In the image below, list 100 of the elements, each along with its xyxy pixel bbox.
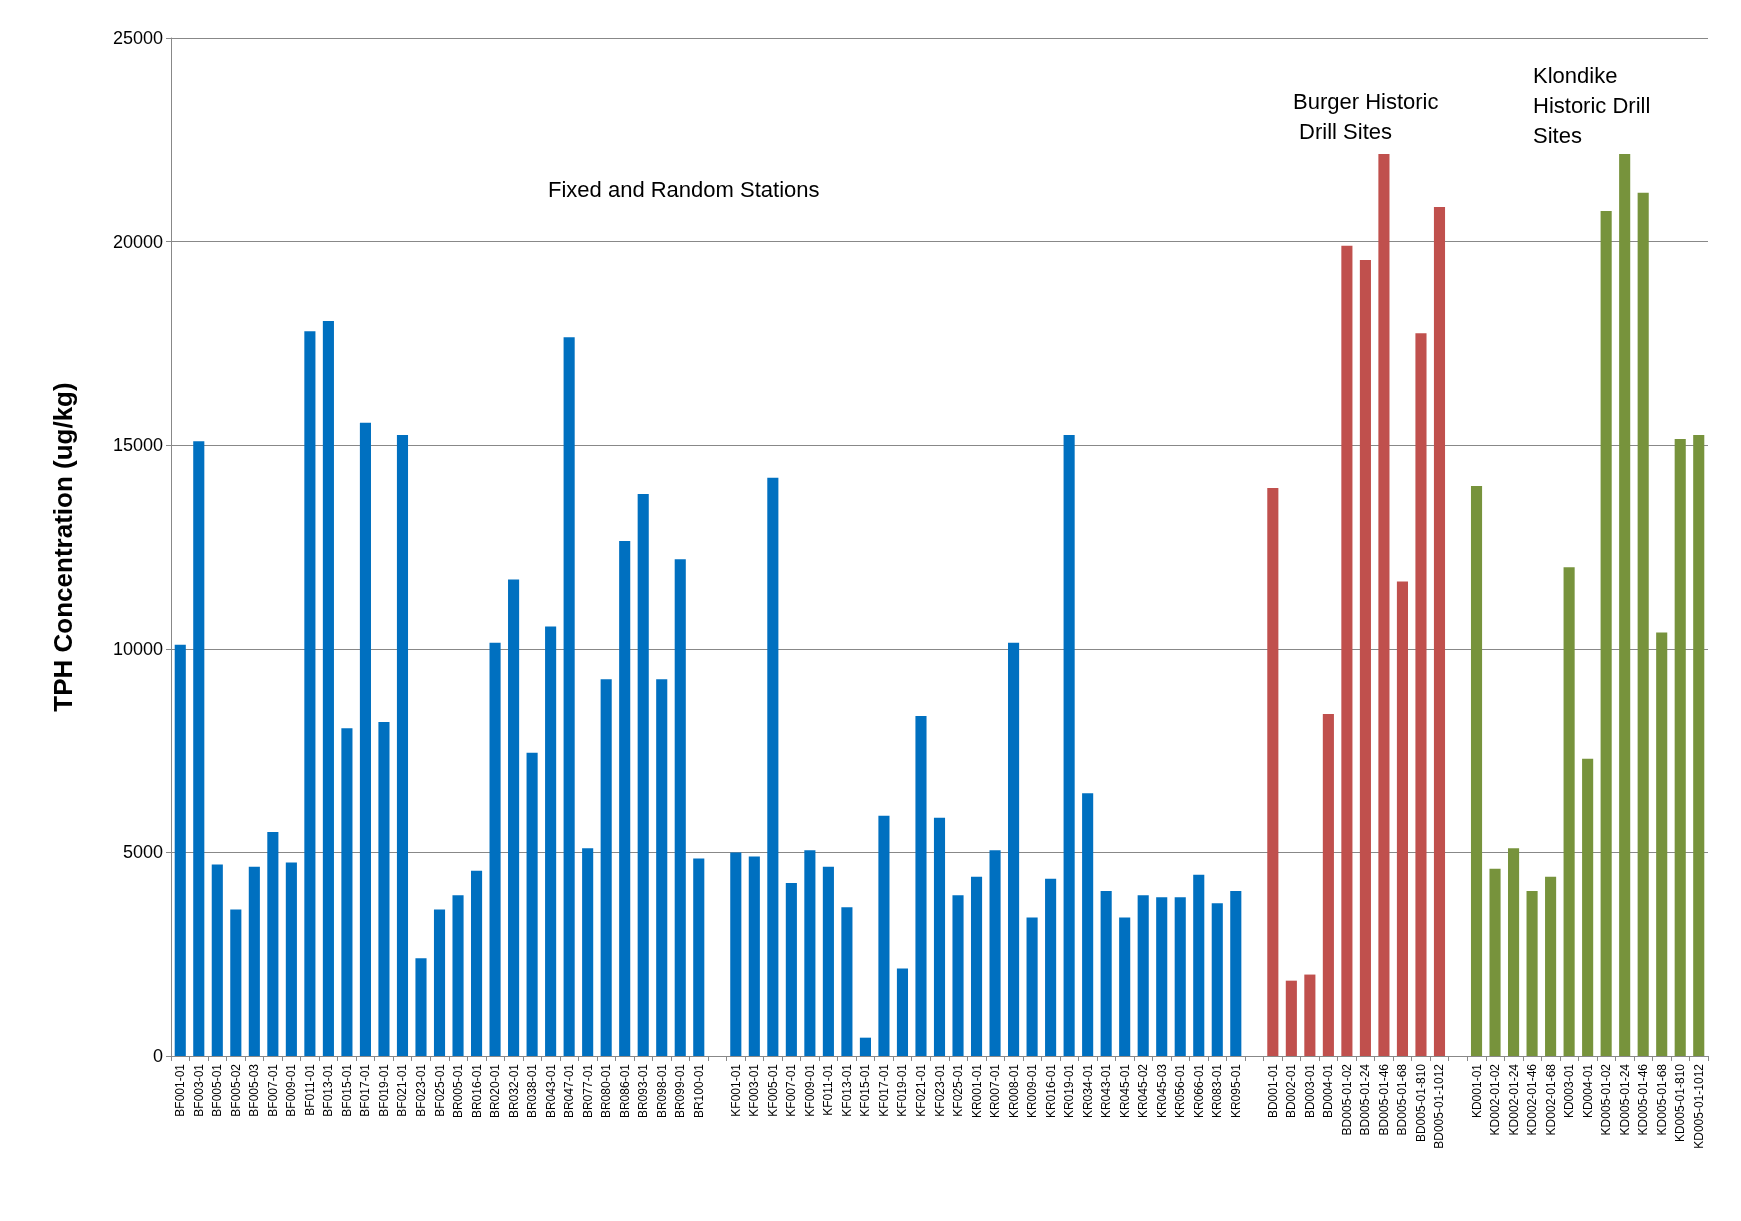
x-tick-label: BR032-01 xyxy=(506,1063,521,1119)
x-tick-label: KF023-01 xyxy=(932,1063,947,1117)
bar xyxy=(878,815,890,1056)
x-tick-label: BD002-01 xyxy=(1284,1063,1299,1119)
bar xyxy=(1619,154,1631,1056)
x-tick-label: BD005-01-1012 xyxy=(1432,1063,1447,1149)
x-tick-label: BR098-01 xyxy=(654,1063,669,1119)
bar xyxy=(1526,891,1538,1056)
bar xyxy=(989,850,1001,1056)
bar xyxy=(1322,713,1334,1056)
x-tick-label: KF011-01 xyxy=(821,1063,836,1116)
bar xyxy=(1063,435,1075,1056)
bar xyxy=(304,331,316,1056)
bar xyxy=(1100,891,1112,1056)
x-tick-label: KD005-01-68 xyxy=(1654,1063,1669,1136)
bar xyxy=(452,895,464,1056)
x-tick-label: KR056-01 xyxy=(1173,1063,1188,1119)
x-tick-label: BR080-01 xyxy=(599,1063,614,1119)
y-tick-label: 10000 xyxy=(112,638,163,659)
x-tick-label: KD002-01-24 xyxy=(1506,1063,1521,1136)
bar xyxy=(1489,868,1501,1056)
x-tick-label: KR009-01 xyxy=(1025,1063,1040,1119)
x-tick-label: BF019-01 xyxy=(376,1063,391,1117)
bar xyxy=(822,866,834,1056)
bar xyxy=(1082,793,1094,1056)
bar xyxy=(396,435,409,1056)
x-tick-label: BD003-01 xyxy=(1302,1063,1317,1119)
x-tick-label: BD004-01 xyxy=(1321,1063,1336,1119)
bar xyxy=(656,679,668,1056)
bar xyxy=(563,337,575,1056)
x-tick-label: BF005-03 xyxy=(247,1063,262,1117)
x-tick-label: BF007-01 xyxy=(265,1063,280,1117)
annotation: Klondike Historic Drill Sites xyxy=(1533,62,1657,148)
x-tick-label: BF001-01 xyxy=(173,1063,188,1117)
x-tick-label: BR077-01 xyxy=(580,1063,595,1119)
bar xyxy=(1433,206,1446,1056)
bar xyxy=(322,321,334,1056)
bar xyxy=(230,909,242,1056)
bar xyxy=(267,832,279,1056)
bar xyxy=(174,644,186,1056)
x-tick-label: BR047-01 xyxy=(562,1063,577,1119)
x-tick-label: BF005-02 xyxy=(228,1063,243,1117)
bar xyxy=(1378,154,1390,1056)
x-tick-label: KF005-01 xyxy=(765,1063,780,1117)
bar xyxy=(1137,895,1149,1056)
y-tick-label: 25000 xyxy=(112,28,163,48)
bar xyxy=(1545,876,1557,1056)
x-tick-label: KF013-01 xyxy=(839,1063,854,1117)
bar xyxy=(896,968,909,1056)
x-tick-label: KR045-02 xyxy=(1136,1063,1151,1119)
x-tick-label: KR016-01 xyxy=(1043,1063,1058,1119)
x-tick-label: KR095-01 xyxy=(1228,1063,1243,1119)
x-tick-label: KR045-01 xyxy=(1117,1063,1132,1119)
bar xyxy=(1174,897,1186,1056)
bar xyxy=(600,679,612,1056)
y-tick-label: 20000 xyxy=(112,231,163,252)
x-tick-label: KF003-01 xyxy=(747,1063,762,1117)
x-tick-label: BF003-01 xyxy=(191,1063,206,1117)
bar xyxy=(1637,192,1649,1056)
bar xyxy=(1582,758,1594,1056)
x-tick-label: BD005-01-02 xyxy=(1339,1063,1354,1136)
x-tick-label: BF009-01 xyxy=(284,1063,299,1117)
bar xyxy=(674,559,686,1056)
x-tick-label: KF015-01 xyxy=(858,1063,873,1117)
bar xyxy=(1193,874,1205,1056)
bar xyxy=(933,817,946,1056)
annotation: Burger Historic Drill Sites xyxy=(1293,88,1439,144)
y-tick-label: 15000 xyxy=(112,435,163,456)
bar xyxy=(211,864,223,1056)
bar xyxy=(1026,917,1038,1056)
bar xyxy=(970,876,983,1056)
bar xyxy=(1211,903,1223,1056)
bar xyxy=(193,441,205,1056)
bar xyxy=(1119,917,1131,1056)
bar xyxy=(248,866,260,1056)
x-tick-label: KD005-01-1012 xyxy=(1691,1063,1706,1149)
x-tick-label: KR043-01 xyxy=(1099,1063,1114,1119)
x-tick-label: KD002-01-46 xyxy=(1525,1063,1540,1136)
bar xyxy=(433,909,446,1056)
bar xyxy=(1359,259,1371,1056)
x-tick-label: BF023-01 xyxy=(413,1063,428,1117)
x-tick-label: KR066-01 xyxy=(1191,1063,1206,1119)
x-tick-label: BR016-01 xyxy=(469,1063,484,1119)
x-tick-label: BD005-01-68 xyxy=(1395,1063,1410,1136)
y-tick-label: 5000 xyxy=(122,842,163,863)
bar xyxy=(859,1037,871,1056)
bar xyxy=(1008,642,1020,1056)
bar xyxy=(637,494,649,1056)
x-tick-label: BR086-01 xyxy=(617,1063,632,1119)
bar xyxy=(415,958,427,1056)
x-tick-label: KF017-01 xyxy=(876,1063,891,1117)
bar xyxy=(841,907,853,1056)
bar xyxy=(1656,632,1668,1056)
x-tick-label: BF021-01 xyxy=(395,1063,410,1117)
bar xyxy=(1508,848,1520,1056)
bar xyxy=(730,852,742,1056)
x-tick-label: KF009-01 xyxy=(802,1063,817,1117)
bar xyxy=(526,752,538,1056)
x-tick-label: KR019-01 xyxy=(1062,1063,1077,1119)
x-tick-label: BD005-01-24 xyxy=(1358,1063,1373,1136)
